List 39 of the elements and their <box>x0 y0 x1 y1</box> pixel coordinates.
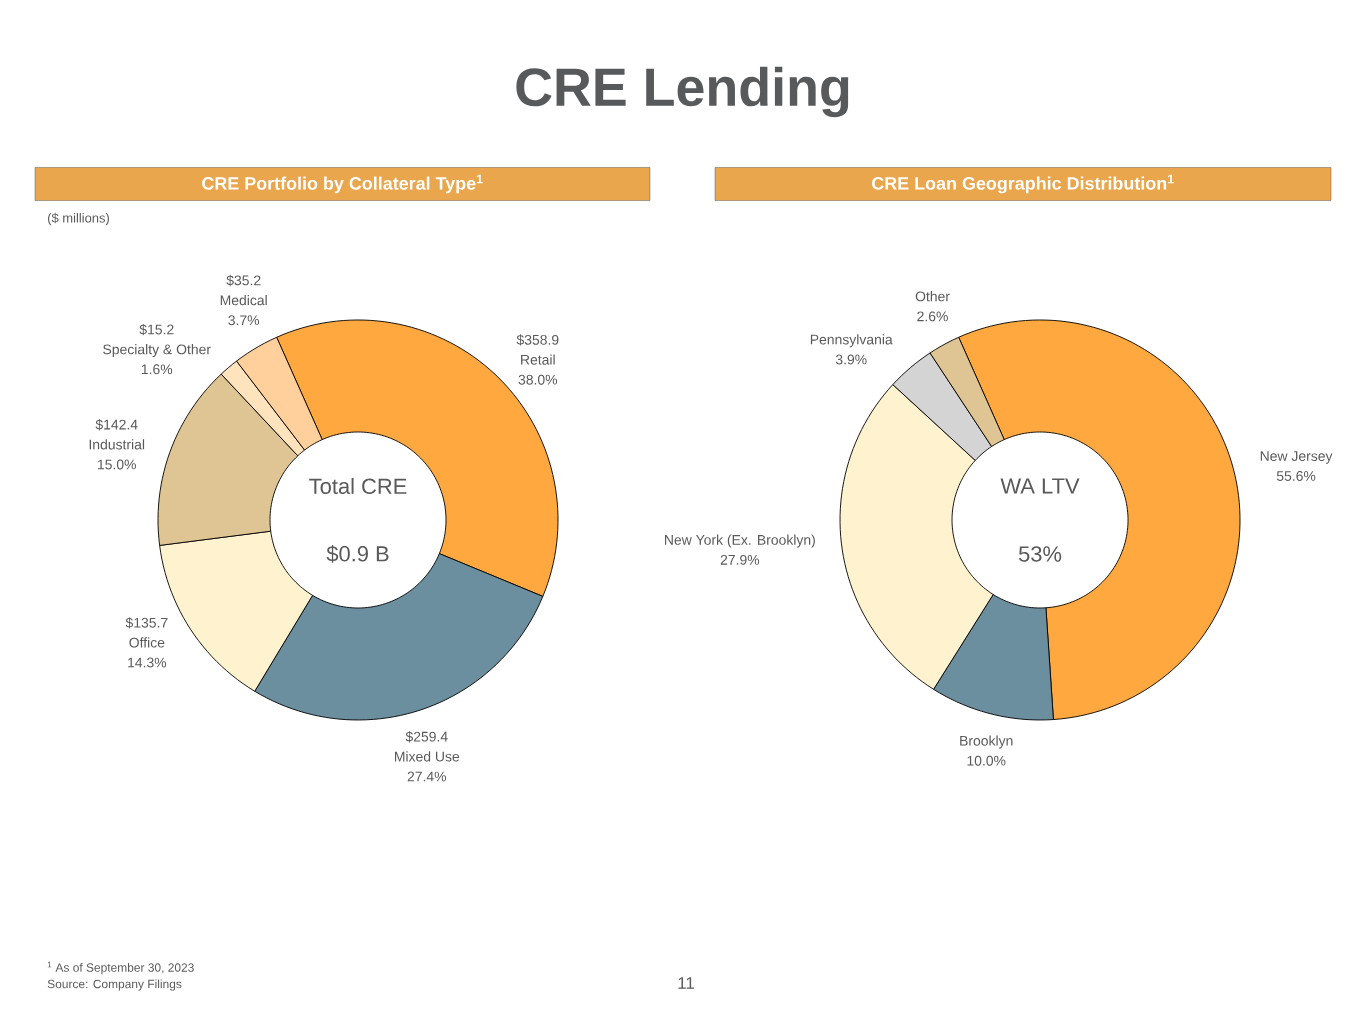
data-label: $135.7 <box>125 617 168 629</box>
text: 1.6% <box>141 364 173 375</box>
slice-label: Medical <box>220 295 267 306</box>
data-label: $259.4 <box>405 731 448 743</box>
data-label: $358.9 <box>516 334 559 346</box>
text: Total CRE <box>309 477 407 495</box>
chart-title: CRE Portfolio by Collateral Type$^{1}$ <box>202 174 483 194</box>
data-label: $15.2 <box>139 323 174 336</box>
text: 38.0% <box>518 374 558 385</box>
text: CRE Lending <box>516 66 849 118</box>
data-label: $35.2 <box>226 274 261 287</box>
text: 27.4% <box>407 771 447 782</box>
slice-label: Office <box>129 637 165 648</box>
slice-label: Retail <box>521 354 555 365</box>
data-label: $142.4 <box>95 419 138 431</box>
data-label: 55.6% <box>1276 471 1316 481</box>
slice-label: Pennsylvania <box>810 334 893 348</box>
slice-label: Industrial <box>89 439 145 450</box>
slice-label: New Jersey <box>1260 451 1333 464</box>
chart-subtitle: ($ millions) <box>48 212 109 226</box>
text: $0.9 B <box>326 545 389 563</box>
slice-label: Specialty & Other <box>103 344 211 358</box>
slice-label: New York (Ex. Brooklyn) <box>665 534 815 548</box>
text: 11 <box>678 977 694 989</box>
data-label: 10.0% <box>967 755 1006 766</box>
data-label: 27.9% <box>720 554 760 565</box>
text: 14.3% <box>128 657 167 668</box>
text: 15.0% <box>98 459 136 470</box>
slice-label: Brooklyn <box>960 735 1013 749</box>
source-note: Source: Company Filings <box>47 979 182 991</box>
text: 3.7% <box>228 315 260 326</box>
chart-title: CRE Loan Geographic Distribution$^{1}$ <box>872 174 1174 194</box>
slice-label: Other <box>915 291 950 302</box>
data-label: 2.6% <box>917 311 948 322</box>
text: 53% <box>1018 546 1062 562</box>
data-label: 3.9% <box>835 354 867 365</box>
text: WA LTV <box>1000 478 1080 494</box>
text: $^{1}$ As of September 30, 2023 <box>47 961 194 975</box>
slice-label: Mixed Use <box>394 751 460 762</box>
